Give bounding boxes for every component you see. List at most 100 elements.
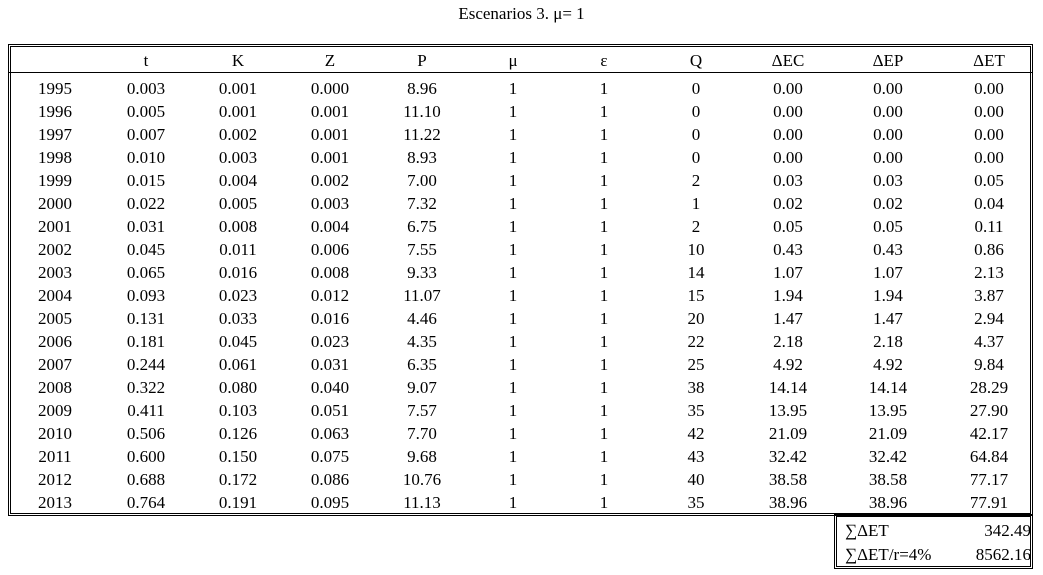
cell-delta-ec: 14.14	[768, 378, 808, 397]
cell-k: 0.033	[218, 309, 258, 328]
cell-t: 0.411	[127, 401, 165, 420]
cell-delta-ec: 1.07	[773, 263, 803, 282]
cell-t: 0.506	[126, 424, 166, 443]
cell-t: 0.015	[126, 171, 166, 190]
cell-k: 0.005	[218, 194, 258, 213]
cell-year: 2010	[38, 424, 72, 443]
cell-delta-et: 0.11	[974, 217, 1004, 236]
cell-mu: 1	[508, 263, 518, 282]
cell-delta-et: 0.00	[974, 102, 1004, 121]
cell-delta-ec: 0.00	[773, 148, 803, 167]
cell-z: 0.006	[310, 240, 350, 259]
cell-epsilon: 1	[599, 148, 609, 167]
cell-delta-ec: 0.00	[773, 79, 803, 98]
cell-t: 0.600	[126, 447, 166, 466]
cell-delta-ep: 0.05	[873, 217, 903, 236]
cell-q: 42	[687, 424, 705, 443]
cell-k: 0.023	[218, 286, 258, 305]
page-title: Escenarios 3. μ= 1	[458, 4, 585, 23]
cell-delta-ep: 0.43	[873, 240, 903, 259]
cell-delta-et: 0.00	[974, 148, 1004, 167]
cell-z: 0.003	[310, 194, 350, 213]
cell-year: 2003	[38, 263, 72, 282]
cell-q: 0	[691, 148, 701, 167]
cell-p: 11.10	[403, 102, 441, 121]
cell-z: 0.001	[310, 125, 350, 144]
cell-delta-ec: 0.02	[773, 194, 803, 213]
cell-delta-ep: 32.42	[868, 447, 908, 466]
cell-delta-ec: 32.42	[768, 447, 808, 466]
cell-z: 0.063	[310, 424, 350, 443]
cell-year: 2007	[38, 355, 72, 374]
cell-q: 2	[691, 171, 701, 190]
cell-z: 0.004	[310, 217, 350, 236]
summary-box	[834, 514, 1033, 569]
cell-q: 43	[687, 447, 705, 466]
cell-q: 14	[687, 263, 705, 282]
cell-year: 2011	[38, 447, 72, 466]
column-header-delta-ep: ΔEP	[872, 51, 904, 70]
cell-delta-et: 42.17	[969, 424, 1009, 443]
cell-p: 11.07	[403, 286, 441, 305]
cell-t: 0.244	[126, 355, 166, 374]
cell-delta-ep: 1.47	[873, 309, 903, 328]
cell-mu: 1	[508, 447, 518, 466]
cell-delta-et: 9.84	[974, 355, 1004, 374]
cell-t: 0.010	[126, 148, 166, 167]
cell-year: 2004	[38, 286, 72, 305]
cell-k: 0.150	[218, 447, 258, 466]
cell-delta-et: 3.87	[974, 286, 1004, 305]
cell-epsilon: 1	[599, 378, 609, 397]
column-header-k: K	[231, 51, 245, 70]
cell-q: 2	[691, 217, 701, 236]
column-header-epsilon: ε	[600, 51, 608, 70]
cell-z: 0.086	[310, 470, 350, 489]
cell-delta-ep: 38.58	[868, 470, 908, 489]
cell-mu: 1	[508, 79, 518, 98]
cell-delta-ec: 0.43	[773, 240, 803, 259]
cell-epsilon: 1	[599, 286, 609, 305]
cell-delta-ec: 4.92	[773, 355, 803, 374]
cell-p: 9.07	[407, 378, 437, 397]
cell-delta-ep: 13.95	[868, 401, 908, 420]
cell-epsilon: 1	[599, 332, 609, 351]
cell-p: 11.13	[403, 493, 441, 512]
cell-delta-et: 77.17	[969, 470, 1009, 489]
cell-epsilon: 1	[599, 240, 609, 259]
cell-p: 7.55	[407, 240, 437, 259]
cell-delta-ec: 38.96	[768, 493, 808, 512]
cell-mu: 1	[508, 401, 518, 420]
cell-epsilon: 1	[599, 424, 609, 443]
cell-year: 2009	[38, 401, 72, 420]
cell-epsilon: 1	[599, 171, 609, 190]
cell-p: 8.93	[407, 148, 437, 167]
cell-delta-ep: 0.03	[873, 171, 903, 190]
cell-q: 35	[687, 401, 705, 420]
cell-k: 0.003	[218, 148, 258, 167]
cell-z: 0.031	[310, 355, 350, 374]
cell-epsilon: 1	[599, 79, 609, 98]
cell-z: 0.000	[310, 79, 350, 98]
cell-mu: 1	[508, 309, 518, 328]
cell-z: 0.023	[310, 332, 350, 351]
cell-year: 2012	[38, 470, 72, 489]
cell-p: 6.75	[407, 217, 437, 236]
cell-k: 0.045	[218, 332, 258, 351]
cell-k: 0.061	[218, 355, 258, 374]
data-table-frame	[8, 44, 1033, 516]
cell-k: 0.011	[219, 240, 257, 259]
cell-delta-ec: 1.47	[773, 309, 803, 328]
cell-t: 0.688	[126, 470, 166, 489]
cell-z: 0.040	[310, 378, 350, 397]
cell-t: 0.045	[126, 240, 166, 259]
cell-mu: 1	[508, 286, 518, 305]
cell-mu: 1	[508, 148, 518, 167]
cell-epsilon: 1	[599, 447, 609, 466]
cell-t: 0.007	[126, 125, 166, 144]
cell-t: 0.065	[126, 263, 166, 282]
cell-q: 15	[687, 286, 705, 305]
cell-delta-ep: 1.07	[873, 263, 903, 282]
cell-delta-et: 0.00	[974, 79, 1004, 98]
cell-epsilon: 1	[599, 263, 609, 282]
cell-z: 0.001	[310, 102, 350, 121]
